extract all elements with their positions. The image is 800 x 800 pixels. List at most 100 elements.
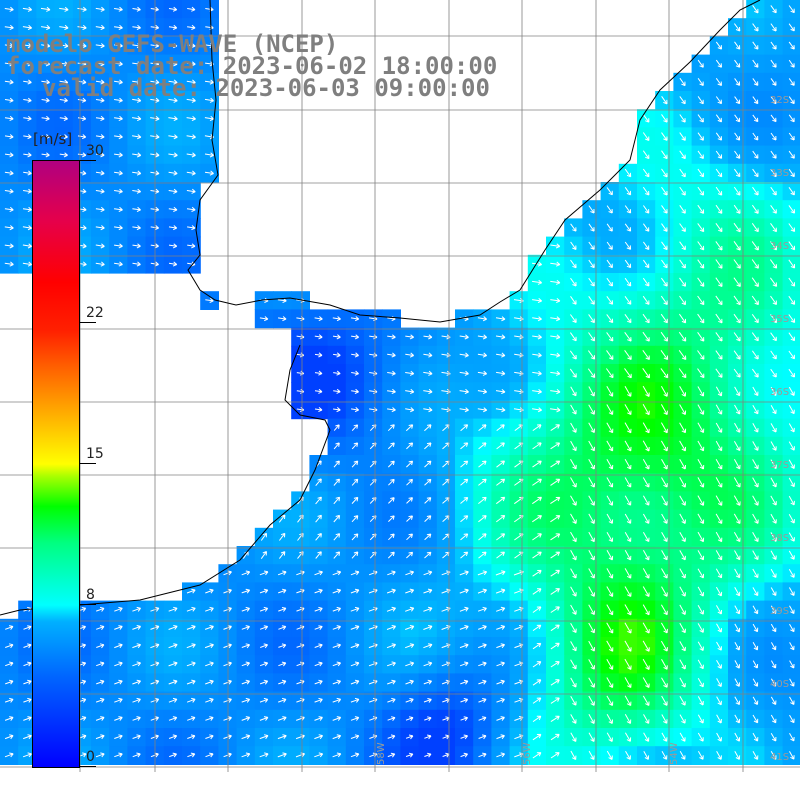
wind-arrow — [532, 642, 542, 650]
wind-arrow — [96, 606, 105, 612]
wind-arrow — [532, 551, 542, 559]
wind-arrow — [460, 497, 469, 504]
wind-arrow — [769, 259, 778, 269]
wind-arrow — [751, 350, 759, 360]
wind-arrow — [679, 622, 686, 634]
wind-arrow — [642, 568, 650, 579]
wind-arrow — [532, 460, 542, 468]
wind-arrow — [478, 533, 487, 541]
wind-arrow — [570, 531, 577, 543]
wind-arrow — [423, 679, 432, 685]
wind-arrow — [550, 352, 561, 358]
wind-arrow — [715, 114, 722, 123]
wind-arrow — [697, 751, 704, 760]
wind-arrow — [259, 752, 269, 758]
wind-arrow — [405, 388, 415, 395]
wind-arrow — [333, 352, 341, 358]
wind-arrow — [588, 223, 595, 232]
wind-arrow — [132, 225, 141, 231]
wind-arrow — [278, 607, 287, 612]
wind-arrow — [752, 186, 759, 196]
wind-arrow — [770, 696, 777, 705]
wind-arrow — [752, 678, 759, 687]
wind-arrow — [642, 550, 650, 561]
wind-arrow — [351, 388, 359, 394]
wind-arrow — [114, 625, 123, 630]
wind-arrow — [4, 243, 14, 249]
wind-arrow — [95, 115, 105, 121]
wind-arrow — [679, 659, 686, 670]
wind-arrow — [733, 440, 741, 452]
wind-arrow — [587, 350, 596, 360]
wind-arrow — [715, 350, 723, 360]
wind-arrow — [423, 334, 433, 340]
wind-arrow — [477, 316, 488, 322]
wind-arrow — [697, 368, 705, 379]
wind-arrow — [277, 752, 287, 758]
wind-arrow — [715, 531, 723, 543]
wind-arrow — [679, 440, 686, 452]
wind-arrow — [23, 61, 32, 67]
wind-arrow — [679, 168, 686, 178]
wind-arrow — [770, 114, 777, 123]
wind-arrow — [95, 716, 105, 721]
wind-arrow — [114, 206, 123, 212]
wind-arrow — [606, 586, 614, 597]
wind-arrow — [678, 313, 687, 324]
wind-arrow — [114, 97, 123, 103]
wind-arrow — [424, 442, 432, 450]
wind-arrow — [187, 6, 196, 12]
wind-arrow — [204, 79, 214, 85]
wind-arrow — [405, 570, 414, 576]
wind-arrow — [59, 43, 69, 49]
wind-arrow — [570, 622, 577, 634]
colorbar-tick-label: 0 — [86, 749, 95, 765]
wind-arrow — [23, 188, 32, 194]
wind-arrow — [351, 407, 360, 413]
wind-arrow — [715, 422, 723, 433]
wind-arrow — [697, 495, 705, 506]
wind-arrow — [570, 732, 577, 742]
wind-arrow — [697, 714, 704, 724]
wind-arrow — [661, 732, 668, 742]
wind-arrow — [4, 188, 14, 194]
wind-arrow — [114, 134, 123, 140]
wind-arrow — [770, 513, 777, 524]
wind-arrow — [205, 661, 214, 667]
wind-arrow — [350, 570, 360, 576]
wind-arrow — [770, 550, 777, 560]
wind-arrow — [477, 334, 488, 340]
wind-arrow — [733, 204, 741, 214]
wind-arrow — [788, 41, 795, 50]
wind-arrow — [679, 259, 686, 269]
wind-arrow — [132, 734, 141, 740]
wind-arrow — [23, 643, 32, 649]
wind-arrow — [59, 97, 68, 103]
wind-arrow — [661, 695, 668, 706]
wind-arrow — [751, 259, 759, 269]
wind-arrow — [4, 225, 14, 231]
wind-arrow — [752, 477, 759, 488]
wind-arrow — [788, 568, 795, 578]
wind-arrow — [770, 41, 777, 50]
wind-arrow — [697, 59, 704, 68]
wind-arrow — [59, 61, 69, 67]
wind-arrow — [642, 640, 650, 652]
wind-arrow — [205, 606, 214, 612]
wind-arrow — [532, 316, 542, 322]
wind-arrow — [351, 533, 359, 541]
wind-arrow — [550, 715, 560, 723]
wind-arrow — [697, 332, 705, 342]
wind-arrow — [697, 241, 705, 251]
wind-arrow — [660, 385, 668, 397]
wind-arrow — [642, 477, 650, 488]
wind-arrow — [5, 661, 14, 667]
wind-arrow — [770, 186, 777, 196]
wind-arrow — [41, 79, 50, 85]
wind-arrow — [114, 24, 123, 30]
wind-arrow — [388, 478, 395, 486]
wind-arrow — [22, 243, 33, 249]
wind-arrow — [550, 496, 561, 505]
wind-arrow — [697, 186, 704, 196]
